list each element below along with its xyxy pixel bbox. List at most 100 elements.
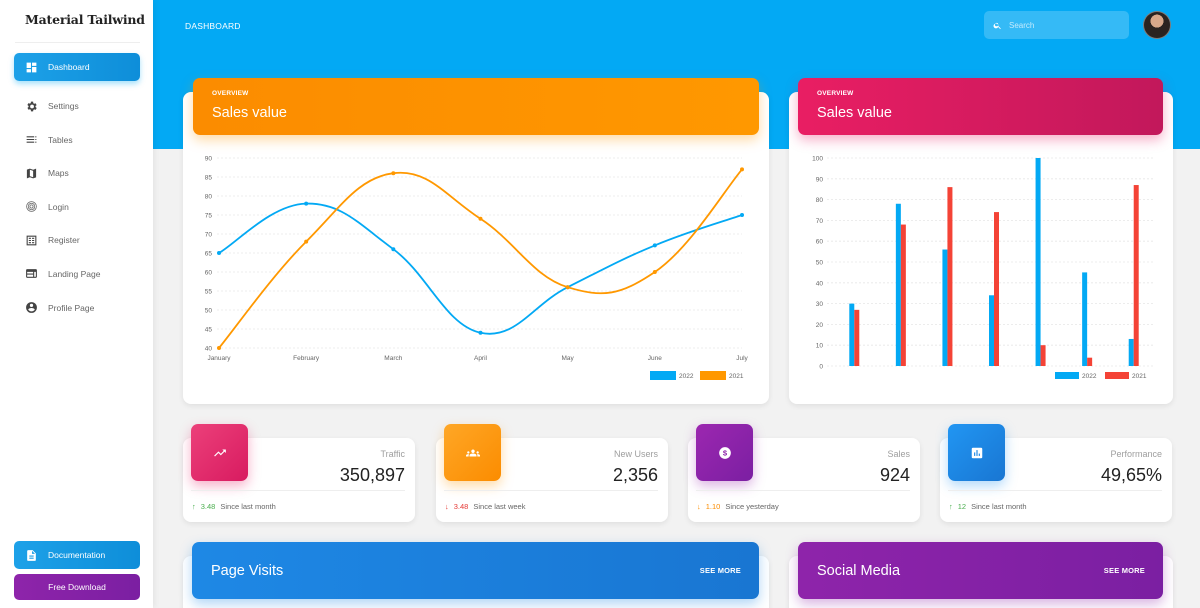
- stat-card-performance: Performance 49,65% ↑ 12 Since last month: [940, 424, 1172, 522]
- card-eyebrow: OVERVIEW: [817, 90, 854, 97]
- sidebar-item-label: Settings: [48, 101, 79, 111]
- see-more-button[interactable]: SEE MORE: [1103, 566, 1145, 575]
- svg-text:2021: 2021: [1132, 373, 1147, 380]
- sidebar-item-label: Dashboard: [48, 62, 90, 72]
- divider: [948, 490, 1162, 491]
- svg-text:80: 80: [205, 194, 213, 201]
- avatar[interactable]: [1143, 11, 1171, 39]
- sidebar-item-tables[interactable]: Tables: [14, 126, 140, 154]
- bar-chart-icon: [948, 424, 1005, 481]
- svg-text:70: 70: [816, 218, 824, 225]
- svg-text:2022: 2022: [679, 373, 694, 380]
- dollar-icon: $: [696, 424, 753, 481]
- svg-text:90: 90: [816, 176, 824, 183]
- dashboard-icon: [25, 61, 38, 74]
- stat-delta: 3.48: [453, 502, 469, 511]
- see-more-button[interactable]: SEE MORE: [699, 566, 741, 575]
- sidebar-item-label: Landing Page: [48, 268, 101, 279]
- stat-value: 924: [879, 465, 910, 485]
- table-icon: [25, 133, 38, 146]
- sidebar-nav: Dashboard Settings Tables Maps Login Reg…: [14, 53, 140, 327]
- free-download-button[interactable]: Free Download: [14, 574, 140, 600]
- line-chart-header: OVERVIEW Sales value: [193, 78, 759, 135]
- svg-text:60: 60: [205, 270, 213, 277]
- arrow-down-icon: ↓: [697, 502, 701, 511]
- stat-footer: ↓ 3.48 Since last week: [445, 502, 525, 511]
- card-title: Page Visits: [211, 563, 284, 579]
- svg-text:January: January: [207, 355, 231, 362]
- arrow-down-icon: ↓: [445, 502, 449, 511]
- divider: [15, 42, 140, 43]
- stat-label: New Users: [613, 449, 658, 459]
- fingerprint-icon: [25, 200, 38, 213]
- svg-text:55: 55: [205, 289, 213, 296]
- svg-text:75: 75: [205, 213, 213, 220]
- search-icon: [993, 21, 1002, 30]
- divider: [191, 490, 405, 491]
- svg-text:July: July: [736, 355, 748, 362]
- svg-text:85: 85: [205, 175, 213, 182]
- stat-delta: 3.48: [200, 502, 216, 511]
- svg-text:$: $: [722, 448, 727, 457]
- sidebar-item-label: Register: [48, 235, 80, 246]
- account-circle-icon: [25, 301, 38, 314]
- svg-text:100: 100: [812, 156, 823, 163]
- stat-card-sales: $ Sales 924 ↓ 1.10 Since yesterday: [688, 424, 920, 522]
- arrow-up-icon: ↑: [949, 502, 953, 511]
- list-icon: [25, 234, 38, 247]
- svg-text:March: March: [384, 355, 402, 362]
- stat-delta: 12: [957, 502, 967, 511]
- svg-text:June: June: [648, 355, 662, 362]
- stat-label: Performance: [1110, 449, 1162, 459]
- stat-value: 2,356: [612, 465, 658, 485]
- svg-text:50: 50: [816, 260, 824, 267]
- stat-footer: ↓ 1.10 Since yesterday: [697, 502, 779, 511]
- brand-logo[interactable]: Material Tailwind: [25, 12, 145, 27]
- document-icon: [25, 549, 38, 562]
- documentation-button[interactable]: Documentation: [14, 541, 140, 569]
- sidebar-item-profile-page[interactable]: Profile Page: [14, 294, 140, 322]
- sidebar-item-label: Tables: [48, 134, 73, 145]
- search-input[interactable]: [1009, 20, 1119, 30]
- svg-text:2022: 2022: [1082, 373, 1097, 380]
- sidebar-item-label: Login: [48, 201, 69, 212]
- svg-text:30: 30: [816, 301, 824, 308]
- sidebar-item-login[interactable]: Login: [14, 193, 140, 221]
- sidebar-item-label: Maps: [48, 168, 69, 179]
- divider: [444, 490, 658, 491]
- sidebar-item-label: Profile Page: [48, 302, 95, 313]
- svg-text:May: May: [562, 355, 575, 362]
- svg-text:50: 50: [205, 308, 213, 315]
- sidebar-item-dashboard[interactable]: Dashboard: [14, 53, 140, 81]
- sidebar-item-register[interactable]: Register: [14, 226, 140, 254]
- card-title: Social Media: [817, 563, 901, 579]
- stat-delta: 1.10: [705, 502, 721, 511]
- svg-text:40: 40: [816, 280, 824, 287]
- svg-text:February: February: [293, 355, 320, 362]
- group-icon: [444, 424, 501, 481]
- stat-card-new-users: New Users 2,356 ↓ 3.48 Since last week: [436, 424, 668, 522]
- page-title: DASHBOARD: [185, 21, 241, 31]
- sidebar-item-landing-page[interactable]: Landing Page: [14, 260, 140, 288]
- svg-text:April: April: [474, 355, 488, 362]
- stat-card-traffic: Traffic 350,897 ↑ 3.48 Since last month: [183, 424, 415, 522]
- line-chart-card: 40 45 50 55 60 65 70 75 80 85 90 January February Mar…: [183, 92, 769, 404]
- card-title: Sales value: [817, 105, 892, 121]
- map-icon: [25, 167, 38, 180]
- stat-label: Traffic: [380, 449, 405, 459]
- search-box[interactable]: [984, 11, 1129, 39]
- svg-text:65: 65: [205, 251, 213, 258]
- stat-footer: ↑ 3.48 Since last month: [192, 502, 276, 511]
- stat-note: Since last month: [971, 502, 1027, 511]
- sidebar-item-settings[interactable]: Settings: [14, 92, 140, 120]
- documentation-label: Documentation: [48, 550, 106, 560]
- arrow-up-icon: ↑: [192, 502, 196, 511]
- svg-text:60: 60: [816, 239, 824, 246]
- card-eyebrow: OVERVIEW: [212, 90, 249, 97]
- trending-up-icon: [191, 424, 248, 481]
- svg-text:80: 80: [816, 197, 824, 204]
- sidebar-item-maps[interactable]: Maps: [14, 159, 140, 187]
- sidebar: Material Tailwind Dashboard Settings Tab…: [0, 0, 153, 608]
- stat-note: Since yesterday: [725, 502, 779, 511]
- svg-text:20: 20: [816, 322, 824, 329]
